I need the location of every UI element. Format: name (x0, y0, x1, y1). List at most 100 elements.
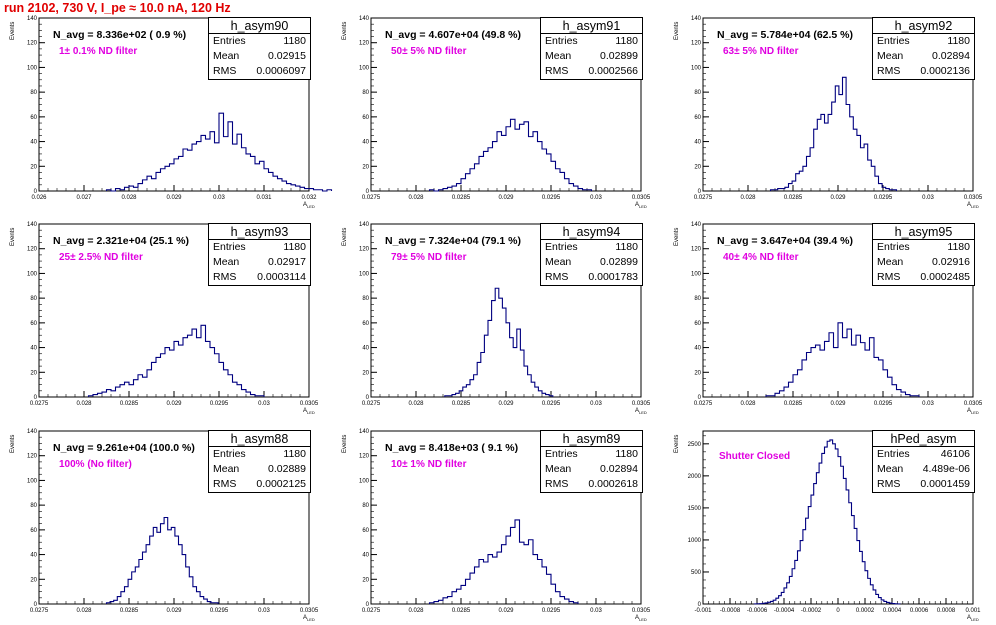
histogram-panel-h_asym89: 0 20 40 60 80 100 120 140 0.0275 0.028 0.0285 0.029… (332, 425, 662, 625)
y-tick-label: 20 (362, 577, 369, 583)
y-tick-label: 120 (27, 454, 38, 460)
x-axis-symbol: A (967, 615, 972, 621)
x-tick-label: 0.026 (31, 195, 47, 201)
navg-label: N_avg = 7.324e+04 (79.1 %) (385, 235, 522, 247)
stat-box: h_asym94 Entries 1180 Mean 0.02899 RMS 0.00017… (540, 223, 643, 286)
y-tick-label: 120 (691, 41, 702, 47)
y-tick-label: 1000 (688, 538, 702, 544)
filter-label: 40± 4% ND filter (723, 252, 799, 263)
y-tick-label: 100 (27, 478, 38, 484)
x-axis-symbol: A (967, 408, 972, 414)
stat-label: Entries (213, 241, 246, 253)
y-tick-label: 40 (694, 346, 701, 352)
y-axis-label: Events (674, 227, 680, 246)
y-tick-label: 0 (366, 189, 370, 195)
stat-value: 0.02894 (600, 463, 638, 475)
x-tick-label: 0.0295 (210, 608, 229, 614)
run-title: run 2102, 730 V, I_pe ≈ 10.0 nA, 120 Hz (4, 1, 231, 15)
stat-row: RMS 0.0001783 (541, 270, 642, 285)
y-tick-label: 40 (362, 140, 369, 146)
stat-label: RMS (213, 271, 237, 283)
stat-value: 1180 (615, 241, 638, 253)
x-tick-label: 0.0275 (30, 608, 49, 614)
x-tick-label: 0.0295 (542, 195, 561, 201)
histogram-name: h_asym92 (873, 18, 974, 34)
stat-row: Entries 1180 (873, 240, 974, 255)
x-tick-label: 0.0305 (964, 195, 983, 201)
y-tick-label: 120 (27, 41, 38, 47)
stat-label: Mean (545, 256, 572, 268)
y-tick-label: 40 (362, 553, 369, 559)
x-tick-label: 0.0285 (452, 608, 471, 614)
x-tick-label: 0.0275 (30, 401, 49, 407)
stat-value: 0.0002125 (256, 478, 306, 490)
stat-box: h_asym88 Entries 1180 Mean 0.02889 RMS 0.00021… (208, 430, 311, 493)
stat-label: RMS (545, 65, 569, 77)
y-tick-label: 1500 (688, 506, 702, 512)
x-axis-symbol: A (635, 408, 640, 414)
stat-row: Mean 0.02894 (873, 49, 974, 64)
stat-row: Entries 1180 (209, 240, 310, 255)
stat-label: RMS (213, 65, 237, 77)
histogram-line (105, 112, 333, 192)
histogram-panel-h_asym88: 0 20 40 60 80 100 120 140 0.0275 0.028 0.0285 0.029… (0, 425, 330, 625)
histogram-line (105, 516, 219, 604)
x-tick-label: 0.0275 (362, 608, 381, 614)
y-axis-label: Events (674, 21, 680, 40)
histogram-panel-h_asym90: 0 20 40 60 80 100 120 140 0.026 0.027 0.028 0.029 0.… (0, 12, 333, 212)
y-tick-label: 0 (698, 395, 702, 401)
y-tick-label: 40 (30, 346, 37, 352)
histogram-svg: 0 500 1000 1500 2000 2500 -0.001 -0.0008 -0.0006… (688, 430, 981, 614)
stat-label: RMS (545, 478, 569, 490)
y-tick-label: 20 (30, 370, 37, 376)
x-tick-label: 0.032 (301, 195, 317, 201)
y-tick-label: 140 (691, 222, 702, 228)
stat-label: Mean (545, 463, 572, 475)
stat-value: 1180 (947, 241, 970, 253)
x-tick-label: 0.0275 (694, 401, 713, 407)
stat-label: Mean (877, 50, 904, 62)
y-tick-label: 100 (359, 271, 370, 277)
y-tick-label: 80 (30, 296, 37, 302)
stat-value: 0.02894 (932, 50, 970, 62)
x-tick-label: 0 (836, 608, 840, 614)
stat-row: Entries 1180 (209, 34, 310, 49)
x-tick-label: 0.031 (256, 195, 272, 201)
histogram-svg: 0 20 40 60 80 100 120 140 0.026 0.027 0.028 0.029 0.… (27, 16, 333, 201)
stat-value: 4.489e-06 (922, 463, 970, 475)
y-tick-label: 0 (698, 189, 702, 195)
x-tick-label: 0.028 (408, 195, 424, 201)
y-tick-label: 100 (691, 271, 702, 277)
stat-value: 1180 (947, 35, 970, 47)
x-tick-label: 0.0006 (910, 608, 929, 614)
y-tick-label: 60 (362, 115, 369, 121)
stat-value: 0.0002136 (920, 65, 970, 77)
x-axis-label: ALED (967, 202, 979, 209)
y-tick-label: 80 (362, 296, 369, 302)
x-tick-label: 0.0295 (542, 401, 561, 407)
navg-label: N_avg = 5.784e+04 (62.5 %) (717, 29, 854, 41)
histogram-panel-h_asym93: 0 20 40 60 80 100 120 140 0.0275 0.028 0.0285 0.029… (0, 218, 330, 418)
y-tick-label: 60 (30, 115, 37, 121)
x-tick-label: 0.028 (740, 401, 756, 407)
x-axis-subscript: LED (639, 617, 647, 623)
y-tick-label: 80 (694, 90, 701, 96)
stat-label: Entries (213, 35, 246, 47)
x-axis-label: ALED (635, 202, 647, 209)
stat-value: 0.02899 (600, 256, 638, 268)
x-tick-label: 0.001 (965, 608, 981, 614)
x-tick-label: 0.0275 (694, 195, 713, 201)
navg-label: N_avg = 2.321e+04 (25.1 %) (53, 235, 190, 247)
y-tick-label: 140 (359, 429, 370, 435)
stat-value: 0.0002566 (588, 65, 638, 77)
stat-row: Entries 1180 (541, 447, 642, 462)
x-tick-label: 0.0285 (120, 401, 139, 407)
y-tick-label: 100 (359, 65, 370, 71)
x-tick-label: 0.03 (590, 608, 602, 614)
y-tick-label: 80 (362, 503, 369, 509)
x-tick-label: 0.0004 (883, 608, 902, 614)
filter-label: 25± 2.5% ND filter (59, 252, 143, 263)
y-tick-label: 80 (30, 503, 37, 509)
histogram-line (428, 118, 593, 192)
x-tick-label: 0.03 (922, 401, 934, 407)
